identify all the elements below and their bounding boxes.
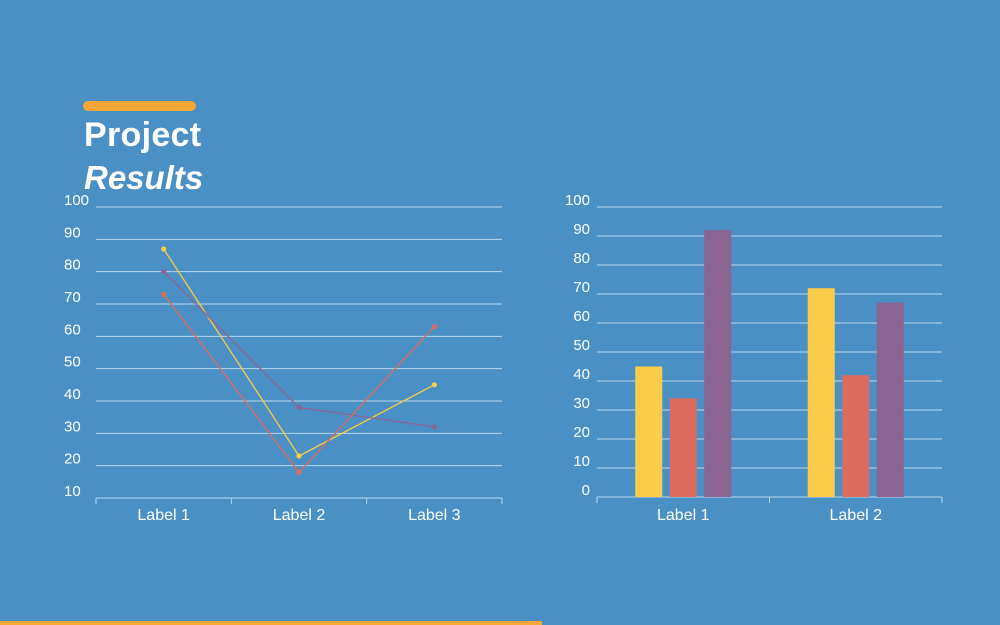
- title-line-2: Results: [84, 159, 204, 196]
- line-chart-y-tick-label: 40: [64, 386, 81, 403]
- bar-chart-y-tick-label: 40: [573, 366, 590, 383]
- line-chart-data-point: [161, 269, 167, 275]
- bar-chart-y-tick-label: 10: [573, 453, 590, 470]
- line-chart-data-point: [431, 382, 437, 388]
- page-title: Project Results: [84, 118, 203, 194]
- line-chart-data-point: [161, 291, 167, 297]
- bar-chart-y-tick-label: 80: [573, 250, 590, 267]
- bar-chart-x-tick-label: Label 1: [657, 507, 710, 524]
- line-chart-y-tick-label: 50: [64, 354, 81, 371]
- line-chart-data-point: [296, 404, 302, 411]
- title-line-1: Project: [84, 116, 202, 154]
- bar-chart-y-tick-label: 30: [573, 395, 590, 412]
- bar-chart-bar: [704, 230, 732, 497]
- bar-chart-y-tick-label: 70: [573, 279, 590, 296]
- line-chart-y-tick-label: 80: [64, 257, 81, 274]
- bar-chart-y-tick-label: 100: [565, 192, 590, 209]
- line-chart-x-tick-label: Label 1: [137, 507, 190, 524]
- line-chart-y-tick-label: 10: [64, 483, 81, 500]
- bar-chart-y-tick-label: 60: [573, 308, 590, 325]
- bar-chart-y-tick-label: 50: [573, 337, 590, 354]
- line-chart-data-point: [431, 424, 437, 430]
- line-chart-y-tick-label: 60: [64, 321, 81, 338]
- line-chart-data-point: [161, 246, 167, 252]
- line-chart-y-tick-label: 30: [64, 418, 81, 435]
- bar-chart-y-tick-label: 20: [573, 424, 590, 441]
- bar-chart-bar: [635, 366, 663, 497]
- line-chart-x-tick-label: Label 2: [273, 507, 326, 524]
- line-chart-x-tick-label: Label 3: [408, 507, 461, 524]
- line-chart-data-point: [431, 324, 437, 330]
- bar-chart-y-tick-label: 0: [582, 482, 590, 499]
- line-chart-y-tick-label: 100: [64, 192, 89, 209]
- footer-accent-bar: [0, 621, 542, 625]
- bar-chart-bar: [842, 375, 870, 497]
- line-chart-y-tick-label: 70: [64, 289, 81, 306]
- bar-chart-bar: [807, 288, 835, 497]
- title-accent-bar: [83, 101, 196, 111]
- bar-chart-x-tick-label: Label 2: [830, 507, 883, 524]
- bar-chart-bar: [876, 302, 904, 497]
- line-chart-data-point: [296, 469, 302, 475]
- line-chart-y-tick-label: 90: [64, 224, 81, 241]
- bar-chart-y-tick-label: 90: [573, 221, 590, 238]
- line-chart-y-tick-label: 20: [64, 451, 81, 468]
- bar-chart-bar: [669, 398, 697, 497]
- line-chart-data-point: [296, 453, 302, 459]
